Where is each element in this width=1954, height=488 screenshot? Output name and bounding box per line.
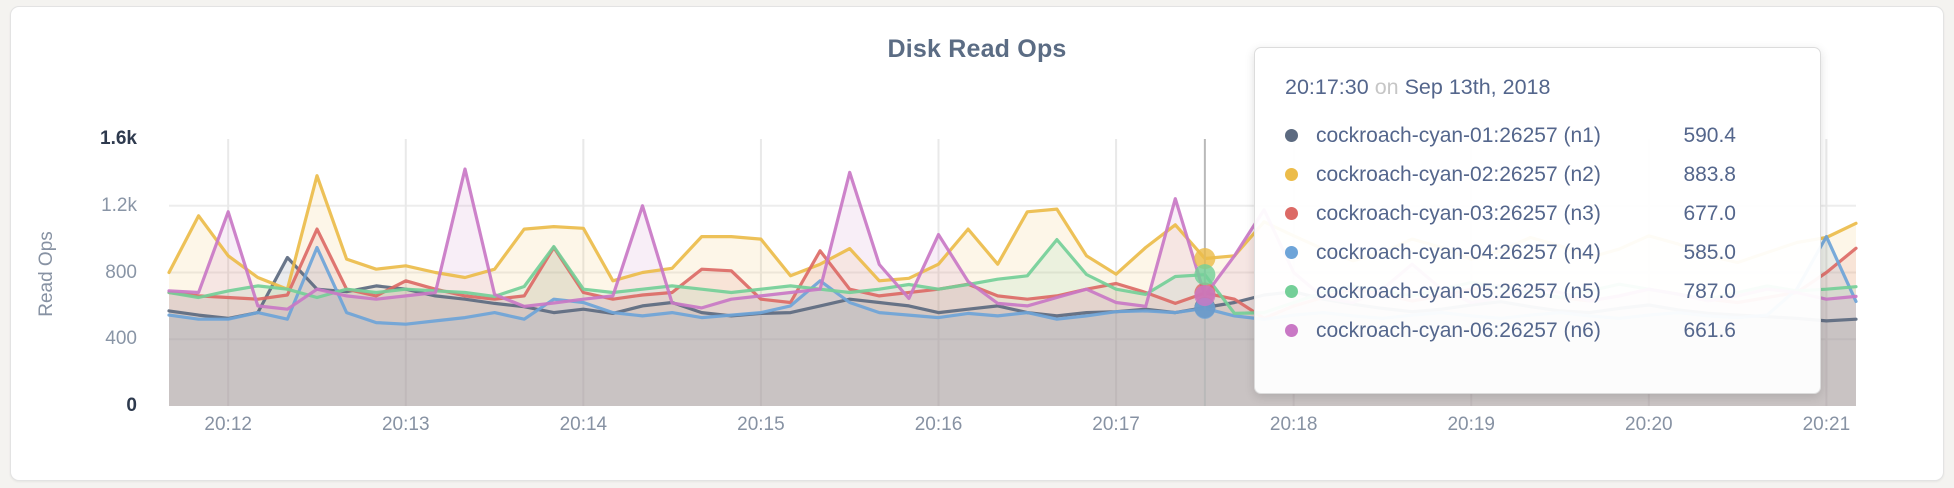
hover-tooltip: 20:17:30 on Sep 13th, 2018 cockroach-cya…: [1254, 47, 1821, 394]
tooltip-header: 20:17:30 on Sep 13th, 2018: [1285, 75, 1790, 100]
hover-point: [1194, 264, 1216, 286]
tooltip-series-row: cockroach-cyan-01:26257 (n1) 590.4: [1285, 116, 1790, 155]
x-tick-label: 20:21: [1802, 414, 1851, 435]
chart-card: Disk Read Ops Read Ops 0 400 800 1.2k 1.6k 2…: [10, 6, 1944, 481]
series-name: cockroach-cyan-04:26257 (n4): [1316, 240, 1601, 264]
chart-title: Disk Read Ops: [887, 35, 1067, 63]
series-color-dot: [1285, 285, 1298, 298]
series-value: 585.0: [1683, 240, 1736, 264]
hover-point: [1194, 285, 1216, 307]
hover-point: [1194, 248, 1216, 270]
series-color-dot: [1285, 246, 1298, 259]
series-value: 787.0: [1683, 279, 1736, 303]
x-tick-label: 20:17: [1092, 414, 1140, 435]
series-color-dot: [1285, 129, 1298, 142]
series-name: cockroach-cyan-01:26257 (n1): [1316, 123, 1601, 147]
tooltip-time: 20:17:30: [1285, 75, 1369, 99]
series-name: cockroach-cyan-02:26257 (n2): [1316, 162, 1601, 186]
y-tick-label: 400: [105, 328, 137, 350]
series-color-dot: [1285, 168, 1298, 181]
x-tick-label: 20:19: [1447, 414, 1495, 435]
series-value: 883.8: [1683, 162, 1736, 186]
tooltip-preposition: on: [1374, 75, 1399, 99]
x-tick-label: 20:20: [1625, 414, 1673, 435]
series-color-dot: [1285, 207, 1298, 220]
x-tick-label: 20:18: [1269, 414, 1318, 435]
tooltip-series-row: cockroach-cyan-06:26257 (n6) 661.6: [1285, 311, 1790, 350]
series-name: cockroach-cyan-03:26257 (n3): [1316, 201, 1601, 225]
x-tick-label: 20:15: [737, 414, 785, 435]
tooltip-series-row: cockroach-cyan-03:26257 (n3) 677.0: [1285, 194, 1790, 233]
series-value: 661.6: [1683, 318, 1736, 342]
series-value: 590.4: [1683, 123, 1736, 147]
x-tick-label: 20:12: [204, 414, 252, 435]
x-tick-label: 20:16: [914, 414, 963, 435]
series-color-dot: [1285, 324, 1298, 337]
y-tick-label: 0: [126, 395, 137, 416]
tooltip-series-row: cockroach-cyan-02:26257 (n2) 883.8: [1285, 155, 1790, 194]
y-tick-label: 800: [105, 261, 137, 283]
series-name: cockroach-cyan-06:26257 (n6): [1316, 318, 1601, 342]
x-tick-label: 20:13: [381, 414, 430, 435]
series-value: 677.0: [1683, 201, 1736, 225]
y-tick-label: 1.6k: [100, 128, 137, 149]
tooltip-rows: cockroach-cyan-01:26257 (n1) 590.4 cockroa…: [1285, 116, 1790, 350]
x-tick-label: 20:14: [559, 414, 608, 435]
y-tick-label: 1.2k: [101, 194, 137, 216]
tooltip-series-row: cockroach-cyan-05:26257 (n5) 787.0: [1285, 272, 1790, 311]
tooltip-series-row: cockroach-cyan-04:26257 (n4) 585.0: [1285, 233, 1790, 272]
tooltip-date: Sep 13th, 2018: [1404, 75, 1551, 99]
series-name: cockroach-cyan-05:26257 (n5): [1316, 279, 1601, 303]
